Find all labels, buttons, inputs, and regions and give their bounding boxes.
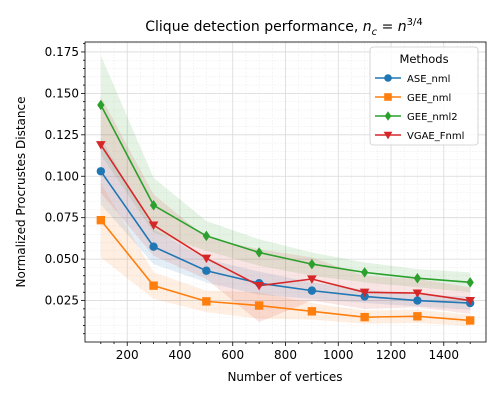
data-point	[149, 200, 158, 211]
y-tick-label: 0.100	[45, 169, 79, 183]
data-point	[307, 307, 317, 316]
grid	[85, 42, 486, 342]
legend-marker	[383, 131, 393, 140]
data-point	[254, 282, 264, 291]
legend-marker	[384, 93, 392, 101]
data-point	[202, 266, 211, 275]
x-tick-label: 600	[221, 348, 244, 362]
y-axis-ticks: 0.025 0.050 0.075 0.100 0.125 0.150 0.175	[45, 43, 85, 335]
legend-entries: ASE_nml GEE_nml GEE_nml2 VGAE_Fnml	[375, 74, 464, 142]
x-tick-label: 400	[169, 348, 192, 362]
x-tick-label: 200	[116, 348, 139, 362]
data-point	[413, 296, 422, 305]
legend-marker	[384, 111, 392, 121]
data-point	[308, 258, 316, 270]
data-point	[96, 167, 106, 176]
data-point	[307, 275, 317, 284]
data-point	[149, 242, 158, 251]
data-point	[413, 312, 422, 321]
data-point	[465, 296, 476, 306]
x-tick-label: 1200	[376, 348, 407, 362]
legend-label: VGAE_Fnml	[407, 131, 464, 142]
y-tick-label: 0.175	[45, 45, 79, 59]
data-point	[307, 286, 317, 295]
y-tick-label: 0.150	[45, 86, 79, 100]
data-point	[360, 312, 369, 322]
y-axis-label: Normalized Procrustes Distance	[14, 97, 28, 288]
series-line	[100, 104, 471, 284]
data-point	[413, 272, 422, 284]
data-point	[359, 288, 370, 298]
data-point	[360, 267, 369, 278]
confidence-band	[100, 182, 471, 327]
data-point	[97, 99, 105, 111]
data-point	[412, 289, 423, 298]
y-tick-label: 0.075	[45, 211, 79, 225]
series-markers	[95, 99, 476, 325]
x-axis-label: Number of vertices	[227, 370, 342, 384]
data-point	[254, 301, 264, 310]
legend-label: GEE_nml	[407, 93, 451, 104]
confidence-bands	[100, 55, 471, 327]
data-point	[96, 215, 106, 225]
legend-title: Methods	[399, 52, 448, 66]
data-point	[202, 230, 211, 242]
confidence-band	[100, 55, 471, 293]
legend-box	[369, 46, 479, 146]
data-point	[149, 281, 158, 290]
data-point	[465, 316, 475, 325]
legend-label: ASE_nml	[407, 74, 450, 85]
y-tick-label: 0.125	[45, 128, 79, 142]
data-point	[148, 221, 159, 230]
confidence-band	[100, 138, 471, 310]
x-tick-label: 1400	[429, 348, 460, 362]
x-axis-ticks: 200 400 600 800 1000 1200 1400	[100, 342, 471, 362]
series-line	[100, 144, 471, 302]
series-line	[100, 219, 471, 322]
x-tick-label: 800	[274, 348, 297, 362]
series-line	[100, 170, 471, 304]
data-point	[202, 297, 211, 306]
legend-marker	[384, 74, 392, 82]
y-tick-label: 0.050	[45, 252, 79, 266]
data-point	[201, 254, 212, 264]
chart-title: Clique detection performance, nc = n3/4	[145, 17, 423, 38]
data-point	[466, 277, 474, 288]
legend: Methods ASE_nml GEE_nml GEE_nml2 VGAE_Fnml	[369, 46, 479, 146]
x-tick-label: 1000	[323, 348, 354, 362]
data-point	[255, 247, 263, 258]
data-point	[95, 141, 106, 150]
legend-label: GEE_nml2	[407, 112, 458, 123]
confidence-band	[100, 96, 471, 323]
series-lines	[100, 104, 471, 322]
y-tick-label: 0.025	[45, 294, 79, 308]
